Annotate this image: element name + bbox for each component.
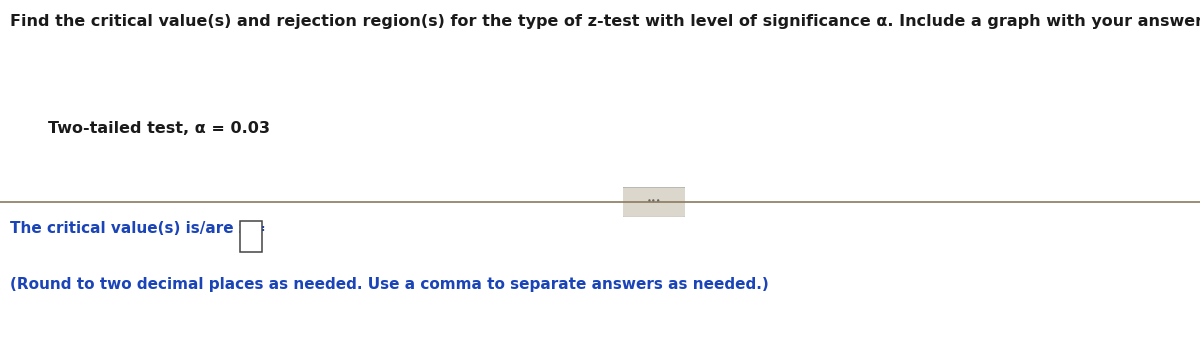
- Text: The critical value(s) is/are z =: The critical value(s) is/are z =: [10, 221, 265, 236]
- FancyBboxPatch shape: [240, 221, 262, 252]
- Text: •••: •••: [647, 197, 661, 206]
- Text: Find the critical value(s) and rejection region(s) for the type of z-test with l: Find the critical value(s) and rejection…: [10, 14, 1200, 29]
- Text: (Round to two decimal places as needed. Use a comma to separate answers as neede: (Round to two decimal places as needed. …: [10, 277, 768, 292]
- Text: Two-tailed test, α = 0.03: Two-tailed test, α = 0.03: [48, 121, 270, 136]
- FancyBboxPatch shape: [620, 187, 688, 217]
